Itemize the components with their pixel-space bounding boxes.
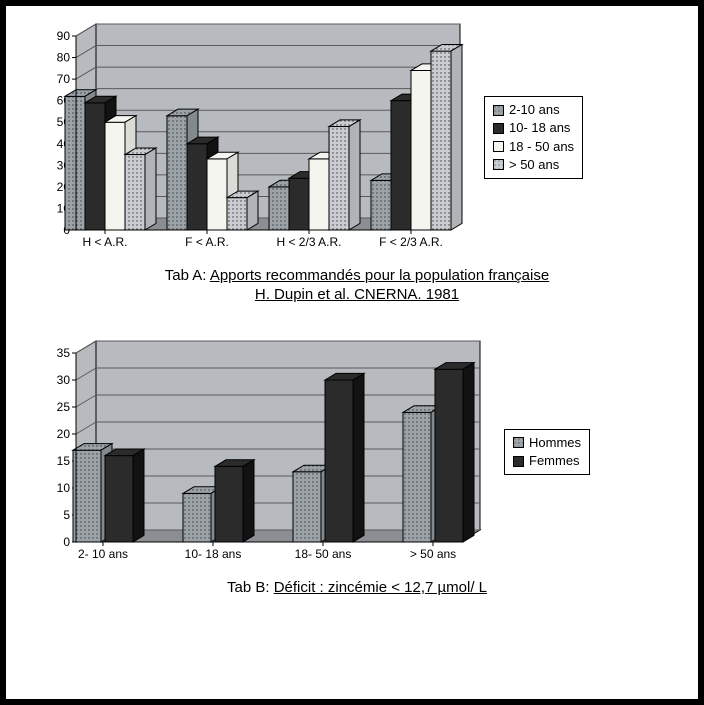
caption-a-sub: H. Dupin et al. CNERNA. 1981 [36, 286, 678, 303]
legend-swatch [513, 437, 524, 448]
svg-text:20: 20 [57, 427, 71, 441]
svg-text:0: 0 [63, 535, 70, 549]
svg-text:30: 30 [57, 373, 71, 387]
caption-b-prefix: Tab B: [227, 579, 274, 596]
legend-label: 10- 18 ans [509, 119, 570, 137]
svg-text:70: 70 [57, 72, 71, 86]
svg-text:10- 18 ans: 10- 18 ans [185, 547, 242, 561]
chart-b-legend: HommesFemmes [504, 429, 590, 475]
svg-text:F < A.R.: F < A.R. [185, 235, 229, 249]
legend-label: 2-10 ans [509, 101, 560, 119]
legend-label: > 50 ans [509, 156, 559, 174]
svg-text:H < A.R.: H < A.R. [82, 235, 127, 249]
caption-a-prefix: Tab A: [165, 267, 210, 284]
chart-a: 0102030405060708090H < A.R.F < A.R.H < 2… [36, 16, 466, 259]
svg-text:15: 15 [57, 454, 71, 468]
legend-swatch [513, 456, 524, 467]
legend-item: Hommes [513, 434, 581, 452]
legend-item: 18 - 50 ans [493, 138, 574, 156]
legend-item: > 50 ans [493, 156, 574, 174]
svg-text:5: 5 [63, 508, 70, 522]
chart-b: 0 5 10 15 20 25 30 35 2- 10 ans 10- 18 ans 18- 50 … [36, 333, 486, 571]
svg-text:25: 25 [57, 400, 71, 414]
svg-text:> 50 ans: > 50 ans [410, 547, 456, 561]
legend-swatch [493, 123, 504, 134]
chart-a-legend: 2-10 ans10- 18 ans18 - 50 ans> 50 ans [484, 96, 583, 179]
legend-item: 2-10 ans [493, 101, 574, 119]
svg-text:18- 50 ans: 18- 50 ans [295, 547, 352, 561]
legend-swatch [493, 141, 504, 152]
caption-a-title: Apports recommandés pour la population f… [210, 267, 549, 284]
svg-text:10: 10 [57, 481, 71, 495]
chart-b-caption: Tab B: Déficit : zincémie < 12,7 µmol/ L [36, 579, 678, 596]
svg-text:H < 2/3 A.R.: H < 2/3 A.R. [276, 235, 341, 249]
legend-label: 18 - 50 ans [509, 138, 574, 156]
svg-text:35: 35 [57, 346, 71, 360]
caption-b-title: Déficit : zincémie < 12,7 µmol/ L [274, 579, 487, 596]
legend-item: Femmes [513, 452, 581, 470]
svg-text:90: 90 [57, 29, 71, 43]
svg-text:F < 2/3 A.R.: F < 2/3 A.R. [379, 235, 443, 249]
legend-label: Femmes [529, 452, 580, 470]
svg-text:80: 80 [57, 51, 71, 65]
legend-label: Hommes [529, 434, 581, 452]
legend-swatch [493, 105, 504, 116]
legend-item: 10- 18 ans [493, 119, 574, 137]
legend-swatch [493, 159, 504, 170]
svg-text:2- 10 ans: 2- 10 ans [78, 547, 128, 561]
chart-a-caption: Tab A: Apports recommandés pour la popul… [36, 267, 678, 303]
